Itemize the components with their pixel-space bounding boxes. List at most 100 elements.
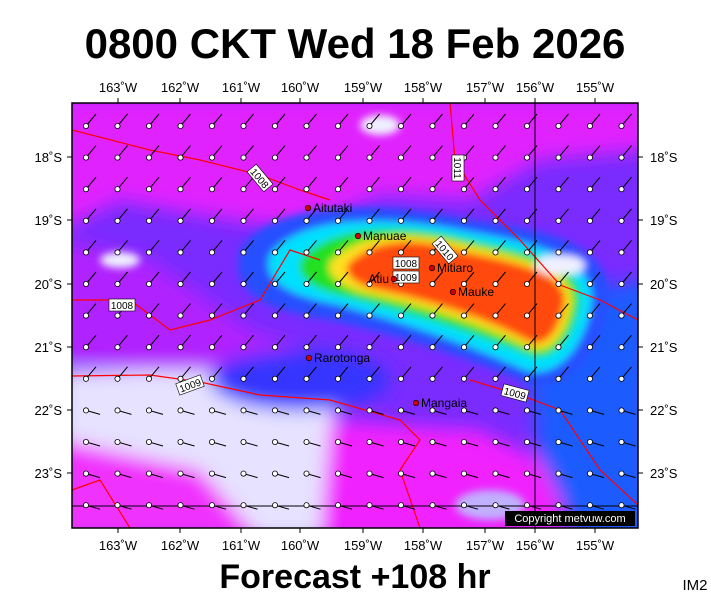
barb-station (618, 470, 625, 477)
lat-label-right: 22˚S (650, 403, 678, 418)
barb-station (145, 154, 152, 161)
barb-station (303, 249, 310, 256)
barb-station (114, 249, 121, 256)
barb-station (334, 154, 341, 161)
barb-station (555, 123, 562, 130)
barb-station (397, 186, 404, 193)
barb-station (587, 344, 594, 351)
barb-station (524, 312, 531, 319)
barb-station (366, 344, 373, 351)
barb-station (429, 502, 436, 509)
barb-station (271, 470, 278, 477)
barb-station (587, 407, 594, 414)
barb-station (240, 123, 247, 130)
barb-station (492, 502, 499, 509)
barb-station (366, 438, 373, 445)
barb-station (524, 186, 531, 193)
barb-station (208, 217, 215, 224)
barb-station (397, 470, 404, 477)
barb-station (397, 375, 404, 382)
barb-station (240, 407, 247, 414)
barb-station (177, 217, 184, 224)
isobar-label-box (108, 298, 136, 312)
barb-station (524, 407, 531, 414)
lon-label-top: 156˚W (516, 80, 555, 95)
barb-station (271, 312, 278, 319)
barb-station (460, 438, 467, 445)
place-dot (304, 204, 312, 212)
barb-station (208, 375, 215, 382)
isobar-label-box (451, 154, 465, 182)
barb-station (587, 375, 594, 382)
barb-station (334, 280, 341, 287)
barb-station (366, 280, 373, 287)
barb-station (208, 123, 215, 130)
barb-station (83, 407, 90, 414)
isobar-value: 1009 (395, 273, 418, 284)
barb-station (555, 438, 562, 445)
barb-station (177, 186, 184, 193)
isobar-label-box (175, 374, 205, 396)
barb-station (492, 280, 499, 287)
barb-station (208, 407, 215, 414)
lon-label-top: 163˚W (99, 80, 138, 95)
barb-station (303, 470, 310, 477)
corner-label: IM2 (682, 577, 707, 594)
barb-station (397, 249, 404, 256)
barb-station (618, 438, 625, 445)
barb-station (555, 312, 562, 319)
barb-station (618, 502, 625, 509)
lon-label-bottom: 155˚W (576, 538, 615, 553)
barb-station (145, 470, 152, 477)
barb-station (366, 375, 373, 382)
barb-station (114, 186, 121, 193)
barb-station (114, 280, 121, 287)
barb-station (366, 123, 373, 130)
lat-label-left: 19˚S (35, 213, 63, 228)
copyright-box (505, 511, 635, 526)
barb-station (334, 186, 341, 193)
place-dot (428, 264, 436, 272)
field (72, 103, 638, 528)
barb-station (271, 344, 278, 351)
barb-station (145, 407, 152, 414)
barb-station (145, 280, 152, 287)
barb-station (524, 438, 531, 445)
barb-station (524, 502, 531, 509)
barb-station (240, 502, 247, 509)
barb-station (429, 186, 436, 193)
barb-station (460, 123, 467, 130)
barb-station (587, 470, 594, 477)
lon-label-bottom: 158˚W (404, 538, 443, 553)
barb-station (460, 217, 467, 224)
barb-station (303, 154, 310, 161)
barb-station (114, 312, 121, 319)
barb-station (397, 407, 404, 414)
place-dot (449, 288, 457, 296)
barb-station (524, 217, 531, 224)
barb-station (303, 407, 310, 414)
barb-station (492, 470, 499, 477)
lon-label-top: 159˚W (344, 80, 383, 95)
barb-station (492, 438, 499, 445)
isobar-value: 1008 (111, 301, 134, 312)
barb-station (208, 344, 215, 351)
map-frame (71, 102, 639, 529)
barb-station (271, 123, 278, 130)
barb-station (271, 280, 278, 287)
barb-station (397, 312, 404, 319)
barb-station (177, 154, 184, 161)
title: 0800 CKT Wed 18 Feb 2026 (85, 20, 626, 67)
barb-station (460, 249, 467, 256)
isobar-label: 1009 (392, 270, 420, 284)
barb-station (208, 502, 215, 509)
barb-station (618, 154, 625, 161)
barb-station (208, 154, 215, 161)
isobar-label: 1008 (392, 256, 420, 270)
barb-station (429, 249, 436, 256)
place-dot (390, 275, 398, 283)
barb-station (618, 344, 625, 351)
barb-station (555, 217, 562, 224)
barb-station (460, 502, 467, 509)
